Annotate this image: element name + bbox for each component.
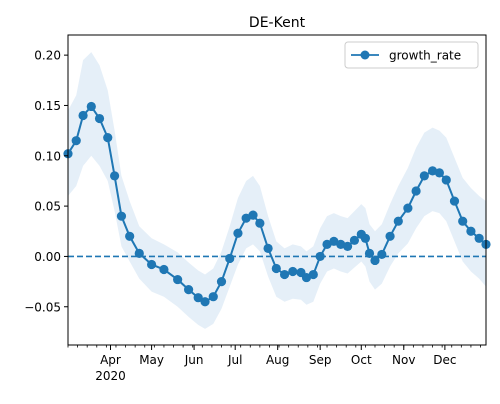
y-tick-label: 0.15 [34, 99, 61, 113]
data-point [403, 203, 413, 213]
data-point [184, 285, 194, 295]
data-point [419, 171, 429, 181]
x-tick-label: Jul [227, 353, 242, 367]
data-point [315, 251, 325, 262]
x-axis: Apr May Jun Jul Aug Sep Oct Nov Dec 2020 [67, 345, 481, 383]
data-point [248, 210, 258, 220]
data-point [301, 272, 312, 283]
chart-title: DE-Kent [249, 15, 306, 31]
data-point [241, 213, 251, 223]
data-point [78, 110, 88, 121]
data-point [255, 218, 265, 228]
data-point [360, 233, 370, 243]
legend-label: growth_rate [389, 49, 461, 63]
data-point [86, 101, 96, 112]
y-tick-label: 0.20 [34, 49, 61, 63]
y-axis: −0.05 0.00 0.05 0.10 0.15 0.20 [24, 49, 68, 314]
data-point [434, 168, 444, 178]
x-tick-label: Nov [392, 353, 415, 367]
data-point [147, 259, 157, 270]
data-point [458, 216, 468, 226]
data-point [279, 269, 290, 280]
data-point [364, 248, 375, 259]
x-year-label: 2020 [95, 369, 126, 383]
x-tick-label: Jun [184, 353, 204, 367]
data-point [193, 293, 203, 303]
data-point [173, 274, 183, 285]
x-tick-label: Sep [309, 353, 332, 367]
data-point [134, 248, 144, 259]
data-point [103, 133, 113, 143]
data-point [110, 171, 120, 181]
x-tick-label: Oct [351, 353, 372, 367]
data-point [411, 186, 421, 196]
y-tick-label: 0.10 [34, 149, 61, 163]
data-point [385, 231, 395, 241]
data-point [71, 136, 81, 146]
data-point [441, 175, 451, 185]
data-point [94, 113, 105, 124]
data-point [233, 228, 243, 238]
data-point [342, 241, 353, 251]
y-tick-label: 0.00 [34, 250, 61, 264]
data-point [377, 249, 387, 260]
data-point [200, 297, 210, 307]
data-point [216, 276, 227, 287]
plot-area-frame [67, 34, 487, 346]
legend: growth_rate [344, 41, 479, 69]
x-tick-label: Aug [266, 353, 289, 367]
data-points-layer [63, 101, 491, 307]
data-point [125, 231, 135, 241]
data-point [393, 216, 403, 226]
confidence-band [68, 52, 486, 329]
confidence-band-layer [68, 52, 486, 329]
data-point [349, 235, 360, 245]
data-point [370, 255, 380, 266]
data-point [288, 266, 298, 277]
data-point [116, 211, 127, 221]
data-point [225, 253, 235, 264]
legend-marker [360, 50, 370, 60]
legend-box [344, 41, 479, 69]
data-point [329, 236, 339, 246]
data-point [308, 269, 318, 280]
data-point [271, 263, 281, 274]
x-tick-label: Dec [433, 353, 456, 367]
data-point [466, 226, 476, 236]
y-tick-label: −0.05 [24, 300, 61, 314]
x-tick-label: May [139, 353, 164, 367]
data-point [208, 292, 218, 302]
data-point [449, 196, 460, 206]
x-tick-label: Apr [100, 353, 121, 367]
data-point [263, 243, 273, 253]
y-tick-label: 0.05 [34, 200, 61, 214]
data-point [159, 264, 169, 275]
data-point [322, 239, 332, 249]
data-point [474, 233, 484, 243]
